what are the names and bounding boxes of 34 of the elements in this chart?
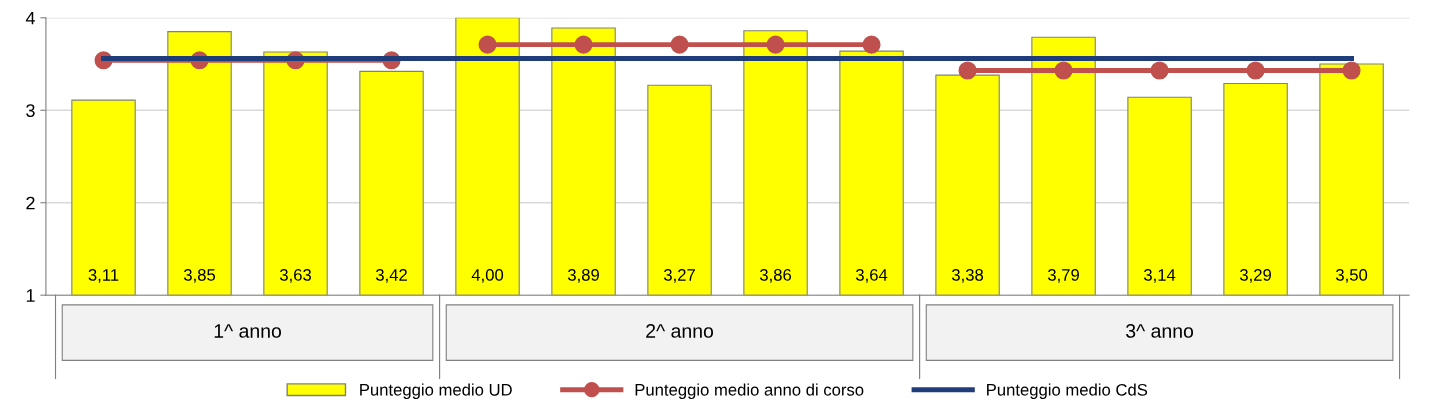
- point: [1246, 61, 1265, 80]
- point: [670, 35, 689, 54]
- point: [478, 35, 497, 54]
- data-label: 3,86: [759, 268, 792, 283]
- y-tick-label: 4: [25, 11, 35, 25]
- data-label: 3,79: [1047, 268, 1079, 283]
- point: [1342, 61, 1361, 80]
- data-label: 3,85: [183, 268, 216, 283]
- legend-label: Punteggio medio CdS: [987, 383, 1148, 399]
- text: 2^ anno: [646, 324, 714, 338]
- point: [574, 35, 593, 54]
- point: [958, 61, 977, 80]
- data-label: 3,64: [855, 268, 888, 283]
- data-label: 3,42: [375, 268, 407, 283]
- text: 3^ anno: [1126, 324, 1194, 338]
- data-label: 3,63: [279, 268, 312, 283]
- data-label: 3,29: [1239, 268, 1271, 283]
- data-label: 4,00: [471, 268, 504, 283]
- point: [862, 35, 881, 54]
- data-label: 3,14: [1143, 268, 1176, 283]
- data-label: 3,27: [663, 268, 695, 283]
- data-label: 3,11: [88, 268, 119, 283]
- y-tick-label: 3: [26, 104, 35, 117]
- data-label: 3,50: [1335, 268, 1368, 283]
- data-label: 3,89: [567, 268, 599, 283]
- legend-label: Punteggio medio anno di corso: [635, 383, 864, 399]
- y-tick-label: 1: [26, 289, 35, 302]
- point: [1150, 61, 1169, 80]
- y-tick-label: 2: [26, 196, 35, 210]
- point: [1054, 61, 1073, 80]
- legend-label: Punteggio medio UD: [360, 383, 512, 399]
- data-label: 3,38: [951, 268, 984, 283]
- point: [766, 35, 785, 54]
- text: 1^ anno: [214, 324, 282, 338]
